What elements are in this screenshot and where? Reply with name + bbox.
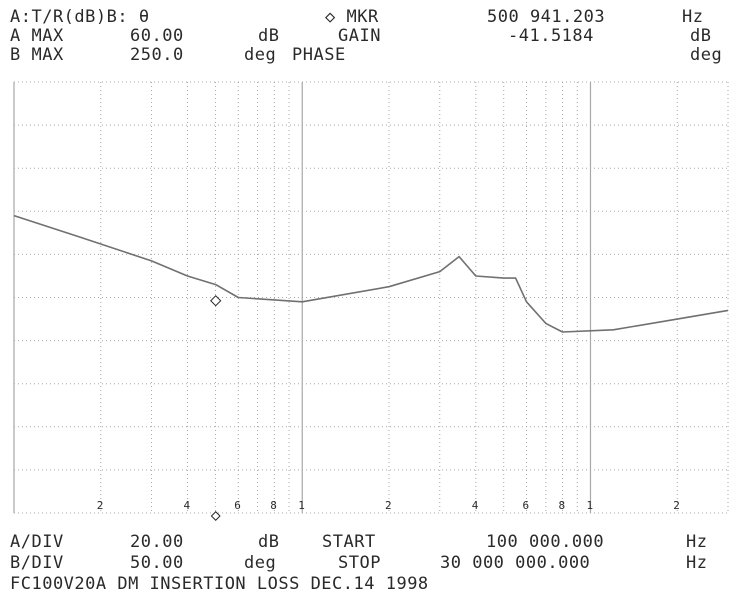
b-value-unit: deg	[690, 45, 723, 65]
trace-format-label: A:T/R(dB)B: θ	[10, 7, 150, 27]
a-max-label: A MAX	[10, 26, 64, 46]
a-max-value: 60.00	[130, 26, 184, 46]
start-value: 100 000.000	[486, 532, 605, 552]
b-max-value: 250.0	[130, 45, 184, 65]
marker-value-unit: dB	[690, 26, 712, 46]
b-unit: deg	[244, 45, 277, 65]
stop-label: STOP	[338, 553, 381, 573]
b-div-unit: deg	[244, 553, 277, 573]
x-tick-label: 8	[270, 499, 277, 512]
x-tick-label: 2	[673, 499, 680, 512]
x-tick-label: 4	[472, 499, 479, 512]
x-tick-label: 1	[586, 499, 593, 512]
marker-position-icon	[210, 511, 221, 521]
x-tick-label: 1	[298, 499, 305, 512]
b-div-value: 50.00	[130, 553, 184, 573]
stop-value: 30 000 000.000	[440, 553, 591, 573]
b-param: PHASE	[292, 45, 346, 65]
start-unit: Hz	[686, 532, 708, 552]
marker-value: -41.5184	[508, 26, 594, 46]
x-tick-label: 6	[523, 499, 530, 512]
a-div-unit: dB	[258, 532, 280, 552]
marker-label: ◇ MKR	[325, 7, 379, 27]
trace-title: FC100V20A DM INSERTION LOSS DEC.14 1998	[10, 574, 429, 594]
b-max-label: B MAX	[10, 45, 64, 65]
stop-unit: Hz	[686, 553, 708, 573]
x-tick-label: 2	[97, 499, 104, 512]
x-tick-label: 4	[184, 499, 191, 512]
insertion-loss-trace	[13, 214, 729, 333]
marker-diamond-icon	[210, 295, 222, 307]
a-param: GAIN	[338, 26, 381, 46]
marker-frequency: 500 941.203	[487, 7, 606, 27]
x-tick-label: 6	[234, 499, 241, 512]
a-div-value: 20.00	[130, 532, 184, 552]
a-unit: dB	[258, 26, 280, 46]
b-div-label: B/DIV	[10, 553, 64, 573]
start-label: START	[322, 532, 376, 552]
marker-frequency-unit: Hz	[682, 7, 704, 27]
x-tick-label: 8	[559, 499, 566, 512]
x-tick-label: 2	[385, 499, 392, 512]
a-div-label: A/DIV	[10, 532, 64, 552]
